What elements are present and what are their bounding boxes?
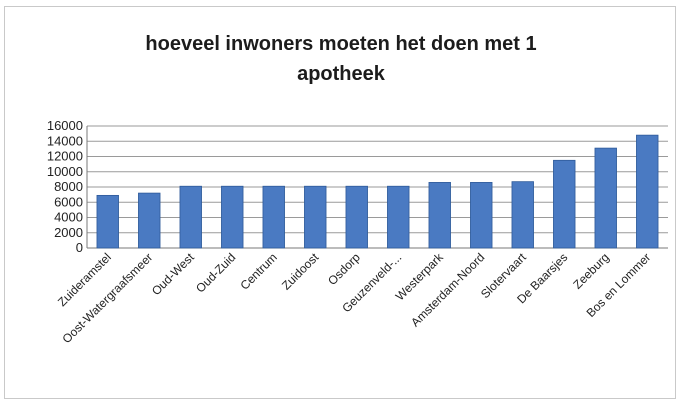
y-tick-label: 0 (76, 240, 83, 255)
bar (138, 192, 161, 249)
x-tick-label: Zeeburg (570, 250, 612, 292)
bar (345, 185, 368, 249)
y-tick-label: 10000 (47, 164, 83, 179)
y-tick-label: 4000 (54, 210, 83, 225)
bar (304, 185, 327, 249)
bars (96, 134, 659, 249)
bar (594, 147, 617, 249)
x-tick-label: Oud-Zuid (193, 250, 238, 295)
chart-title-line-2: apotheek (297, 63, 385, 85)
y-tick-label: 2000 (54, 225, 83, 240)
bar (179, 185, 202, 249)
bar (387, 185, 410, 249)
bar (470, 182, 493, 249)
x-tick-label: Oud-West (149, 250, 197, 298)
bar (553, 159, 576, 249)
bar (221, 185, 244, 249)
chart-title: hoeveel inwoners moeten het doen met 1 a… (5, 29, 677, 89)
bar (262, 185, 285, 249)
bar (96, 194, 119, 249)
bar (636, 134, 659, 249)
y-tick-label: 6000 (54, 194, 83, 209)
x-tick-label: Zuidoost (279, 250, 322, 293)
bar (428, 182, 451, 249)
x-tick-label: Amsterdam-Noord (408, 250, 487, 329)
bar (511, 181, 534, 249)
y-tick-label: 16000 (47, 118, 83, 133)
y-tick-label: 12000 (47, 149, 83, 164)
gridlines (87, 125, 668, 249)
y-tick-label: 8000 (54, 179, 83, 194)
x-tick-label: Osdorp (325, 250, 363, 288)
x-tick-label: Centrum (237, 250, 279, 292)
y-tick-label: 14000 (47, 133, 83, 148)
chart-title-line-1: hoeveel inwoners moeten het doen met 1 (145, 33, 537, 55)
x-axis-labels: ZuideramstelOost-WatergraafsmeerOud-West… (55, 250, 653, 347)
